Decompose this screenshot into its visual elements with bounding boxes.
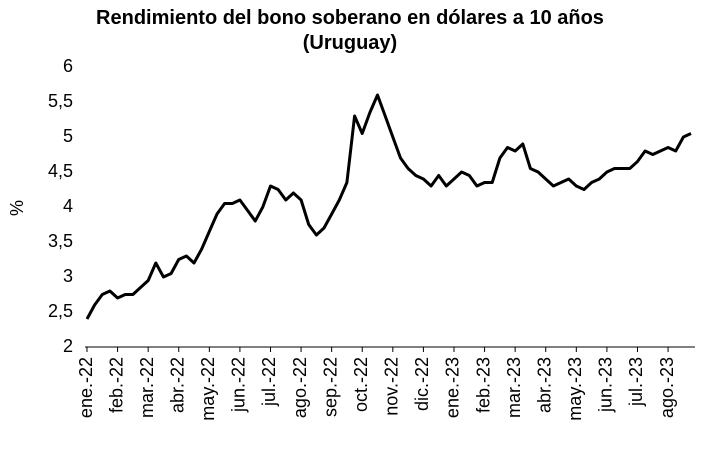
y-tick-label: 5,5 (48, 91, 73, 111)
y-tick-label: 3 (63, 266, 73, 286)
chart-title: Rendimiento del bono soberano en dólares… (96, 7, 604, 54)
y-tick-label: 5 (63, 126, 73, 146)
x-tick-label: abr.-23 (534, 357, 554, 413)
x-tick-label: sep.-22 (320, 357, 340, 417)
line-series (85, 93, 692, 320)
y-tick-label: 2 (63, 336, 73, 356)
x-tick-label: nov.-22 (382, 357, 402, 416)
y-tick-label: 3,5 (48, 231, 73, 251)
y-axis-label: % (7, 200, 27, 216)
x-tick-label: jul.-22 (259, 357, 279, 407)
x-tick-label: jun.-23 (596, 357, 616, 413)
x-tick-label: jul.-23 (626, 357, 646, 407)
x-tick-label: mar.-23 (504, 357, 524, 418)
x-tick-label: feb.-22 (106, 357, 126, 413)
y-tick-label: 2,5 (48, 301, 73, 321)
x-tick-label: dic.-22 (412, 357, 432, 411)
y-tick-label: 4,5 (48, 161, 73, 181)
x-tick-label: may.-22 (198, 357, 218, 421)
x-tick-label: ene.-22 (76, 357, 96, 418)
y-tick-label: 6 (63, 56, 73, 76)
y-tick-label: 4 (63, 196, 73, 216)
x-tick-label: abr.-22 (167, 357, 187, 413)
x-tick-label: ene.-23 (443, 357, 463, 418)
x-tick-label: ago.-23 (657, 357, 677, 418)
x-tick-label: mar.-22 (137, 357, 157, 418)
x-tick-label: may.-23 (565, 357, 585, 421)
x-tick-label: oct.-22 (351, 357, 371, 412)
x-tick-label: ago.-22 (290, 357, 310, 418)
x-tick-label: jun.-22 (229, 357, 249, 413)
x-tick-label: feb.-23 (473, 357, 493, 413)
